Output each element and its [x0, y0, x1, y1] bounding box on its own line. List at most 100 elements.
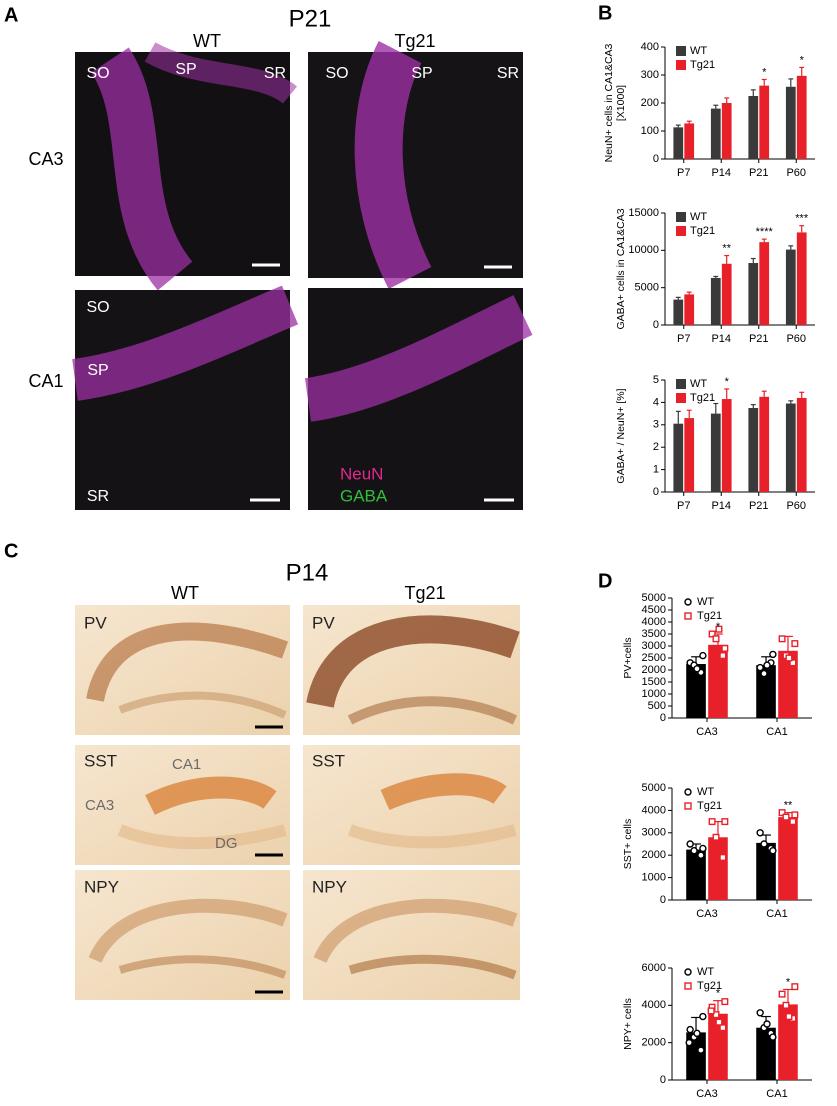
- significance-label: **: [784, 800, 793, 812]
- data-point: [712, 635, 720, 643]
- data-point: [699, 844, 707, 853]
- channel-label: NeuN: [340, 464, 383, 483]
- layer-label: SR: [497, 65, 519, 82]
- legend-label: Tg21: [697, 610, 722, 622]
- y-tick-label: 5000: [635, 282, 659, 294]
- data-point: [699, 1012, 707, 1021]
- x-tick-label: P14: [711, 167, 731, 179]
- y-axis-label: SST+ cells: [622, 819, 634, 869]
- x-tick-label: P7: [677, 500, 690, 512]
- legend-marker: [684, 982, 692, 990]
- x-tick-label: CA3: [696, 908, 717, 920]
- y-axis-label: GABA+ cells in CA1&CA3: [615, 208, 627, 329]
- x-tick-label: P21: [749, 167, 769, 179]
- bar: [721, 399, 732, 492]
- data-point: [760, 840, 768, 848]
- column-label: WT: [171, 583, 199, 603]
- significance-label: ***: [795, 213, 809, 225]
- stain-label: NPY: [84, 877, 119, 896]
- y-tick-label: 2000: [642, 849, 666, 861]
- y-tick-label: 3500: [642, 628, 666, 640]
- y-tick-label: 4500: [642, 604, 666, 616]
- data-point: [791, 640, 799, 648]
- x-tick-label: P60: [786, 500, 806, 512]
- data-point: [719, 853, 727, 861]
- data-point: [791, 983, 799, 991]
- stain-label: SST: [312, 751, 345, 770]
- data-point: [760, 669, 768, 678]
- stained-section: PV: [303, 605, 520, 735]
- legend-marker: [676, 393, 686, 403]
- y-tick-label: 5: [653, 374, 659, 386]
- bar: [710, 108, 721, 159]
- panel-title: P21: [289, 5, 332, 32]
- panel-title: P14: [286, 559, 329, 586]
- stained-section: NPY: [75, 870, 290, 1000]
- data-point: [769, 1033, 777, 1041]
- legend-label: WT: [697, 966, 714, 978]
- significance-label: *: [762, 66, 767, 78]
- legend-marker: [684, 968, 692, 976]
- legend-label: Tg21: [690, 392, 715, 404]
- y-tick-label: 4000: [642, 804, 666, 816]
- y-tick-label: 2000: [642, 1037, 666, 1049]
- legend-marker: [676, 379, 686, 389]
- significance-label: ****: [756, 226, 774, 238]
- data-point: [719, 652, 727, 660]
- bar: [785, 86, 796, 159]
- row-label: CA1: [28, 371, 63, 391]
- data-point: [763, 1020, 771, 1028]
- data-point: [686, 840, 694, 848]
- bar: [710, 277, 721, 325]
- y-tick-label: 3: [653, 419, 659, 431]
- layer-label: SO: [325, 65, 348, 82]
- bar: [721, 103, 732, 159]
- legend-label: WT: [697, 786, 714, 798]
- y-tick-label: 3000: [642, 640, 666, 652]
- panel-letter: D: [598, 570, 612, 592]
- bar: [748, 408, 759, 492]
- y-tick-label: 1000: [642, 688, 666, 700]
- bar: [684, 294, 695, 325]
- micrograph: SO SP SR: [308, 40, 523, 289]
- region-label: CA3: [85, 797, 114, 814]
- layer-label: SP: [175, 61, 196, 78]
- bar: [686, 664, 706, 718]
- data-point: [721, 818, 729, 826]
- stained-section: SST CA1 CA3 DG: [75, 745, 290, 865]
- bar: [708, 644, 728, 718]
- y-tick-label: 5000: [642, 782, 666, 794]
- y-tick-label: 3000: [642, 827, 666, 839]
- channel-label: GABA: [340, 486, 388, 505]
- data-point: [785, 1013, 793, 1021]
- data-point: [789, 818, 797, 826]
- bar: [796, 397, 807, 492]
- data-point: [782, 1001, 790, 1009]
- data-point: [763, 661, 771, 669]
- x-tick-label: P21: [749, 333, 769, 345]
- legend-label: WT: [697, 596, 714, 608]
- panel-letter: A: [4, 4, 18, 26]
- y-tick-label: 4: [653, 396, 659, 408]
- bar: [673, 299, 684, 325]
- data-point: [782, 813, 790, 821]
- panel-letter: B: [598, 2, 612, 24]
- legend-label: Tg21: [690, 59, 715, 71]
- column-label: Tg21: [394, 31, 435, 51]
- stained-section: NPY: [303, 870, 520, 1000]
- y-tick-label: 0: [660, 894, 666, 906]
- y-tick-label: 0: [653, 319, 659, 331]
- data-point: [721, 998, 729, 1006]
- stain-label: SST: [84, 751, 117, 770]
- significance-label: *: [786, 976, 791, 988]
- legend-marker: [676, 46, 686, 56]
- x-tick-label: CA1: [766, 908, 787, 920]
- data-point: [708, 818, 716, 826]
- micrograph: SO SP SR: [75, 42, 298, 291]
- data-point: [712, 1011, 720, 1019]
- legend-label: Tg21: [690, 225, 715, 237]
- bar: [778, 1004, 798, 1080]
- legend-marker: [676, 60, 686, 70]
- y-tick-label: 2500: [642, 652, 666, 664]
